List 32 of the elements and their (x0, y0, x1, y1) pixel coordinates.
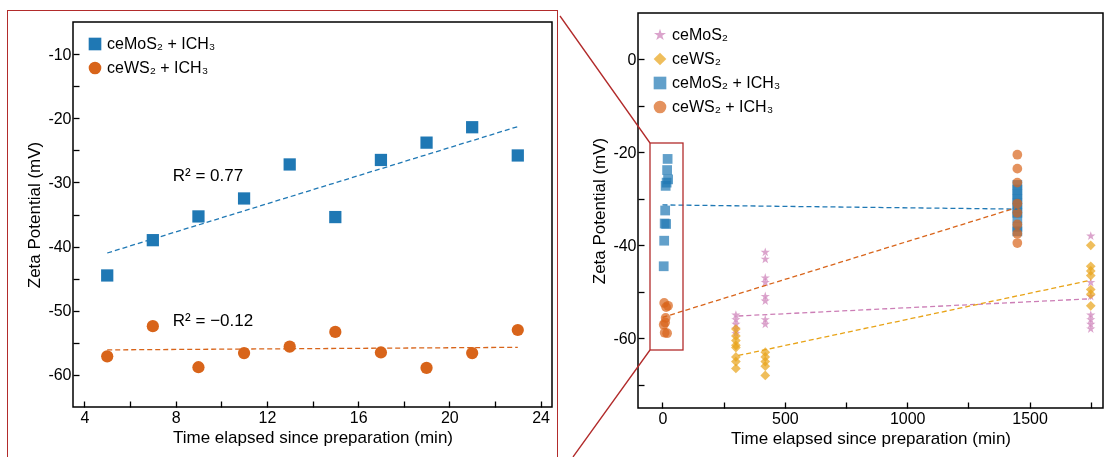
y-tick-label: -40 (48, 238, 72, 256)
legend-label: ceWS₂ + ICH₃ (107, 59, 209, 76)
x-tick-label: 500 (771, 409, 799, 427)
legend-label: ceWS₂ + ICH₃ (672, 98, 774, 115)
y-tick-label: -30 (48, 173, 72, 191)
y-tick-label: -50 (48, 302, 72, 320)
y-tick-label: -60 (48, 366, 72, 384)
x-tick-label: 4 (80, 408, 90, 426)
y-tick-label: -20 (613, 143, 637, 161)
x-axis-title: Time elapsed since preparation (min) (173, 427, 453, 447)
x-tick-label: 1000 (889, 409, 926, 427)
legend-label: ceMoS₂ (672, 26, 729, 43)
y-tick-label: -40 (613, 236, 637, 254)
x-tick-label: 16 (349, 408, 368, 426)
y-axis-title: Zeta Potential (mV) (25, 141, 45, 289)
x-tick-label: 20 (440, 408, 459, 426)
y-tick-label: -10 (48, 45, 72, 63)
y-tick-label: -20 (48, 109, 72, 127)
annotation: R² = −0.12 (172, 311, 254, 330)
y-tick-label: 0 (627, 50, 637, 68)
legend-label: ceMoS₂ + ICH₃ (672, 74, 781, 91)
legend-label: ceWS₂ (672, 50, 721, 67)
legend-label: ceMoS₂ + ICH₃ (107, 35, 216, 52)
x-tick-label: 8 (171, 408, 181, 426)
x-axis-title: Time elapsed since preparation (min) (731, 428, 1011, 448)
annotation: R² = 0.77 (172, 166, 244, 185)
x-tick-label: 1500 (1012, 409, 1048, 427)
x-tick-label: 24 (532, 408, 551, 426)
y-tick-label: -60 (613, 329, 637, 347)
y-axis-title: Zeta Potential (mV) (590, 137, 610, 285)
x-tick-label: 12 (258, 408, 277, 426)
x-tick-label: 0 (658, 409, 668, 427)
